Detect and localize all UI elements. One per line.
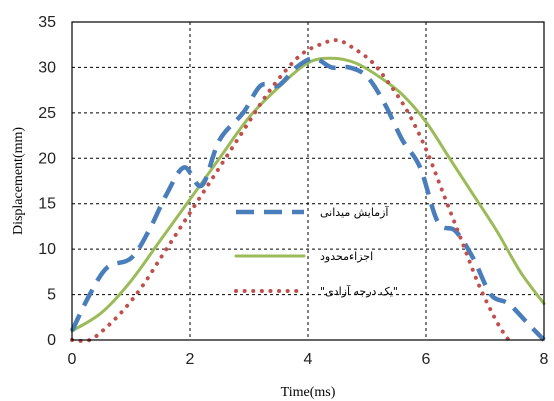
x-axis-title: Time(ms) <box>281 385 336 400</box>
series-line-3 <box>70 38 511 344</box>
y-tick-label: 10 <box>38 241 56 258</box>
legend-label-1: آزمایش میدانی <box>320 205 389 219</box>
series-line-2 <box>70 56 546 333</box>
y-tick-label: 5 <box>47 287 56 304</box>
y-tick-label: 25 <box>38 105 56 122</box>
grid-lines <box>72 22 544 340</box>
y-axis-title: Displacement(mm) <box>11 127 26 235</box>
plot-area-frame <box>71 21 545 341</box>
series-line-1 <box>69 56 546 342</box>
x-tick-label: 4 <box>304 351 313 368</box>
x-tick-label: 0 <box>68 351 77 368</box>
y-tick-label: 35 <box>38 14 56 31</box>
legend-label-2: اجزاءمحدود <box>320 250 373 263</box>
x-tick-label: 6 <box>422 351 431 368</box>
y-tick-labels: 0 5 10 15 20 25 30 35 <box>38 14 56 349</box>
legend-label-3: "یک درجه آزادی" <box>320 284 398 298</box>
y-tick-label: 0 <box>47 332 56 349</box>
legend: آزمایش میدانی اجزاءمحدود "یک درجه آزادی" <box>234 205 398 298</box>
y-tick-label: 15 <box>38 196 56 213</box>
x-tick-label: 2 <box>186 351 195 368</box>
x-tick-labels: 0 2 4 6 8 <box>68 351 549 368</box>
x-tick-label: 8 <box>540 351 549 368</box>
y-tick-label: 20 <box>38 150 56 167</box>
y-tick-label: 30 <box>38 59 56 76</box>
series-lines <box>69 38 546 344</box>
